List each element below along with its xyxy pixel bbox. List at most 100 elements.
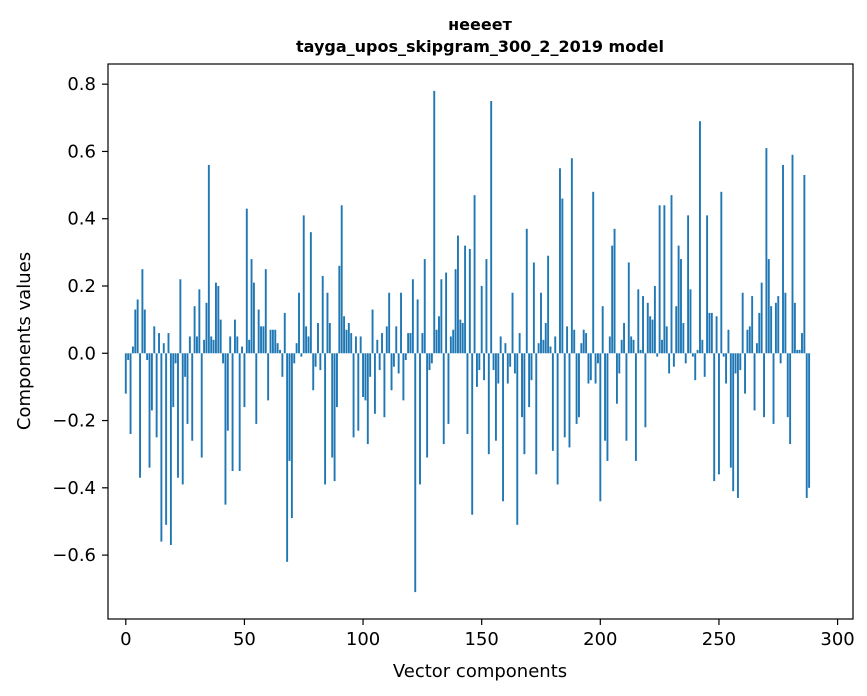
bar — [191, 353, 194, 441]
bar — [312, 353, 315, 391]
bar — [518, 333, 521, 354]
bar — [701, 339, 704, 354]
bar — [236, 336, 239, 354]
bar — [544, 323, 547, 354]
bar — [720, 191, 723, 354]
bar — [542, 339, 545, 354]
bar — [293, 353, 296, 364]
bar — [426, 353, 429, 458]
bar — [675, 306, 678, 354]
bar — [181, 353, 184, 485]
bar — [649, 316, 652, 354]
bar — [492, 353, 495, 371]
bar — [485, 259, 488, 354]
bar — [563, 353, 566, 438]
bar — [601, 306, 604, 354]
bar — [307, 336, 310, 354]
bar — [760, 282, 763, 354]
bar — [423, 259, 426, 354]
bar — [646, 302, 649, 354]
bar — [494, 353, 497, 441]
bar — [336, 353, 338, 408]
bar — [231, 353, 234, 471]
x-tick-label: 300 — [820, 629, 854, 650]
chart-title-line1: неееет — [448, 15, 512, 34]
bar — [136, 299, 139, 354]
bar — [499, 336, 502, 354]
bar — [713, 353, 716, 482]
bar — [587, 353, 590, 384]
bar — [452, 329, 455, 354]
bar — [568, 353, 571, 448]
bar — [383, 353, 386, 418]
bar — [243, 353, 246, 408]
bar — [751, 296, 754, 354]
bar — [672, 353, 675, 367]
bar — [162, 343, 165, 354]
bar — [696, 349, 699, 354]
bar — [419, 353, 421, 485]
bar — [414, 353, 417, 593]
bar — [597, 353, 599, 364]
bar — [615, 353, 618, 404]
bar — [354, 336, 357, 354]
bar — [808, 353, 811, 488]
bar — [153, 326, 156, 354]
chart-title-line2: tayga_upos_skipgram_300_2_2019 model — [296, 37, 664, 56]
bar — [691, 353, 694, 357]
bar — [390, 353, 393, 391]
bar — [340, 205, 343, 354]
bar — [661, 339, 663, 354]
bar — [283, 312, 286, 354]
bar — [658, 205, 661, 354]
bar — [575, 353, 578, 424]
bar — [338, 265, 341, 354]
bar — [592, 191, 595, 354]
bar — [146, 353, 149, 360]
bar — [359, 336, 362, 354]
bar — [345, 329, 348, 354]
bar — [478, 353, 481, 371]
bar — [174, 353, 177, 364]
bar — [623, 323, 625, 354]
bar — [224, 353, 227, 505]
bar — [753, 353, 756, 411]
bar — [131, 346, 134, 354]
bar — [449, 336, 452, 354]
bar — [435, 329, 438, 354]
bar — [580, 343, 583, 354]
bar — [729, 353, 732, 468]
bar — [364, 353, 367, 401]
bar — [734, 353, 737, 374]
bar — [445, 272, 448, 354]
bar — [680, 259, 682, 354]
bar — [388, 292, 391, 354]
bar — [608, 336, 611, 354]
bar — [169, 353, 172, 545]
y-axis-label: Components values — [14, 252, 35, 430]
bar — [212, 339, 215, 354]
bar — [566, 326, 569, 354]
bar — [483, 353, 486, 381]
bar — [530, 353, 533, 381]
bar — [774, 302, 777, 354]
bar — [694, 353, 697, 381]
bar — [537, 343, 540, 354]
bar — [352, 353, 355, 438]
bar — [302, 215, 305, 354]
bar — [286, 353, 289, 562]
bar — [378, 353, 381, 371]
bar — [718, 353, 720, 475]
bar — [317, 323, 319, 354]
bar — [454, 269, 457, 354]
bar — [625, 353, 628, 441]
bar — [160, 353, 163, 542]
bar — [196, 336, 198, 354]
bar — [241, 346, 243, 354]
bar — [677, 245, 680, 354]
bar — [248, 339, 251, 354]
bar — [200, 353, 203, 458]
bar — [385, 326, 388, 354]
bar — [233, 319, 236, 354]
